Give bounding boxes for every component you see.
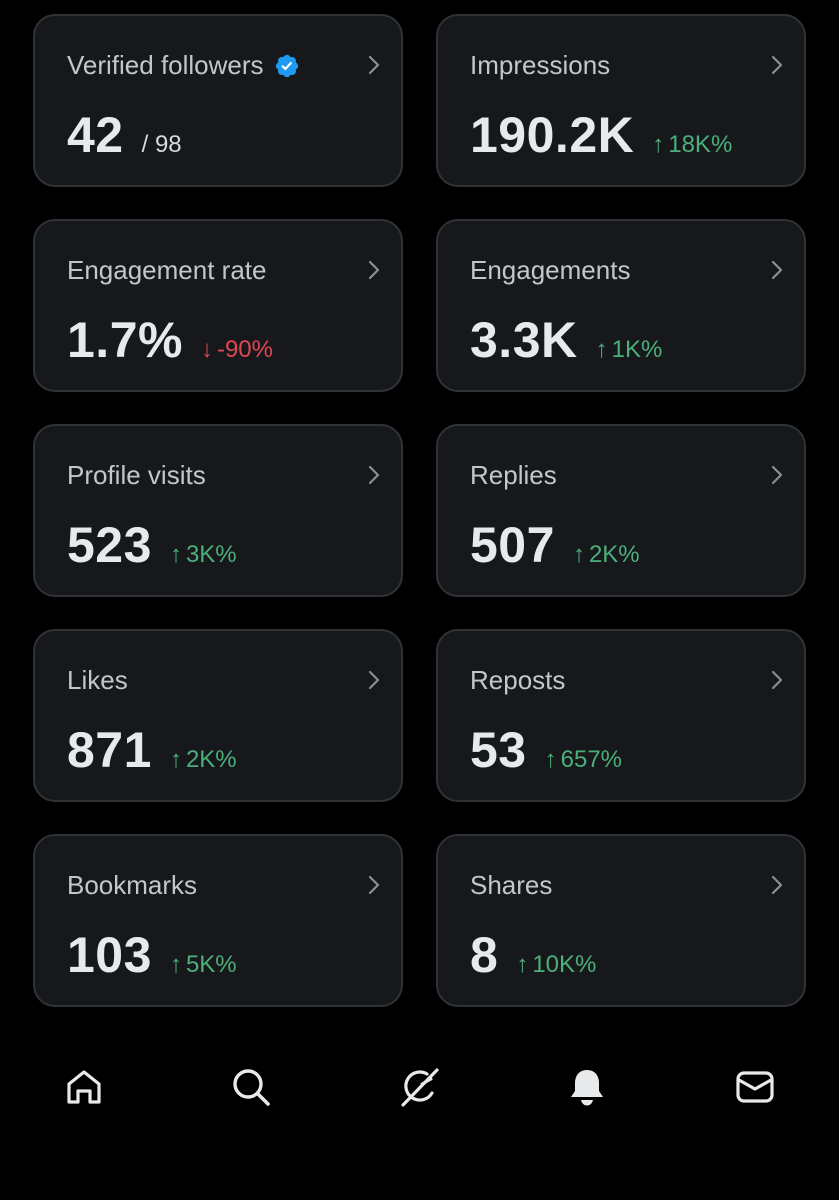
- chevron-right-icon: [368, 465, 380, 485]
- chevron-right-icon: [771, 670, 783, 690]
- metric-value: 53: [470, 722, 527, 778]
- card-bookmarks[interactable]: Bookmarks 103 ↑ 5K%: [33, 834, 403, 1007]
- delta-value: 2K%: [588, 541, 640, 568]
- nav-grok[interactable]: [394, 1062, 444, 1112]
- card-title-row: Verified followers: [67, 50, 300, 81]
- value-row: 871 ↑ 2K%: [67, 721, 237, 779]
- card-verified-followers[interactable]: Verified followers 42 / 98: [33, 14, 403, 187]
- card-impressions[interactable]: Impressions 190.2K ↑ 18K%: [436, 14, 806, 187]
- card-replies[interactable]: Replies 507 ↑ 2K%: [436, 424, 806, 597]
- verified-badge-icon: [275, 54, 298, 77]
- card-engagement-rate[interactable]: Engagement rate 1.7% ↓ -90%: [33, 219, 403, 392]
- arrow-up-icon: ↑: [169, 746, 182, 773]
- value-row: 42 / 98: [67, 106, 182, 164]
- chevron-right-icon: [368, 55, 380, 75]
- metric-delta: ↑ 2K%: [573, 541, 640, 569]
- metric-delta: ↑ 1K%: [596, 336, 663, 364]
- metric-value: 3.3K: [470, 312, 578, 368]
- card-engagements[interactable]: Engagements 3.3K ↑ 1K%: [436, 219, 806, 392]
- metric-delta: ↑ 2K%: [170, 746, 237, 774]
- search-icon: [233, 1069, 270, 1106]
- arrow-up-icon: ↑: [652, 131, 665, 158]
- home-icon: [67, 1070, 101, 1104]
- metric-value: 103: [67, 927, 152, 983]
- nav-messages[interactable]: [730, 1062, 780, 1112]
- delta-value: 18K%: [668, 131, 733, 158]
- card-profile-visits[interactable]: Profile visits 523 ↑ 3K%: [33, 424, 403, 597]
- chevron-right-icon: [771, 55, 783, 75]
- delta-value: 3K%: [185, 541, 237, 568]
- delta-value: 2K%: [185, 746, 237, 773]
- arrow-up-icon: ↑: [169, 951, 182, 978]
- arrow-up-icon: ↑: [572, 541, 585, 568]
- card-title: Replies: [470, 460, 557, 490]
- metric-delta: ↑ 657%: [545, 746, 622, 774]
- value-row: 8 ↑ 10K%: [470, 926, 596, 984]
- card-title: Engagements: [470, 255, 631, 285]
- arrow-up-icon: ↑: [595, 336, 608, 363]
- arrow-up-icon: ↑: [169, 541, 182, 568]
- card-likes[interactable]: Likes 871 ↑ 2K%: [33, 629, 403, 802]
- value-row: 523 ↑ 3K%: [67, 516, 237, 574]
- delta-value: 5K%: [185, 951, 237, 978]
- metric-value: 523: [67, 517, 152, 573]
- metric-value: 871: [67, 722, 152, 778]
- metric-delta: ↑ 3K%: [170, 541, 237, 569]
- arrow-up-icon: ↑: [516, 951, 529, 978]
- chevron-right-icon: [771, 260, 783, 280]
- metric-value: 42: [67, 107, 124, 163]
- card-title: Verified followers: [67, 50, 264, 80]
- chevron-right-icon: [771, 875, 783, 895]
- card-title: Shares: [470, 870, 553, 900]
- nav-notifications[interactable]: [562, 1062, 612, 1112]
- metric-value: 1.7%: [67, 312, 183, 368]
- value-row: 507 ↑ 2K%: [470, 516, 640, 574]
- metric-total: / 98: [141, 131, 182, 158]
- grok-icon: [401, 1068, 439, 1107]
- card-title: Reposts: [470, 665, 566, 695]
- metric-delta: ↓ -90%: [201, 336, 273, 364]
- delta-value: 1K%: [611, 336, 663, 363]
- notifications-bell-icon: [571, 1070, 603, 1106]
- card-shares[interactable]: Shares 8 ↑ 10K%: [436, 834, 806, 1007]
- metric-delta: ↑ 10K%: [516, 951, 596, 979]
- value-row: 1.7% ↓ -90%: [67, 311, 273, 369]
- messages-mail-icon: [736, 1071, 774, 1103]
- metric-value: 190.2K: [470, 107, 635, 163]
- nav-search[interactable]: [226, 1062, 276, 1112]
- chevron-right-icon: [368, 670, 380, 690]
- metric-value: 507: [470, 517, 555, 573]
- value-row: 190.2K ↑ 18K%: [470, 106, 732, 164]
- card-reposts[interactable]: Reposts 53 ↑ 657%: [436, 629, 806, 802]
- nav-home[interactable]: [59, 1062, 109, 1112]
- metric-delta: ↑ 18K%: [652, 131, 732, 159]
- value-row: 3.3K ↑ 1K%: [470, 311, 662, 369]
- card-title: Likes: [67, 665, 128, 695]
- delta-value: 657%: [560, 746, 623, 773]
- chevron-right-icon: [368, 260, 380, 280]
- card-title: Impressions: [470, 50, 611, 80]
- metric-delta: ↑ 5K%: [170, 951, 237, 979]
- analytics-grid: Verified followers 42 / 98 Impressions 1…: [33, 14, 806, 1007]
- chevron-right-icon: [771, 465, 783, 485]
- value-row: 103 ↑ 5K%: [67, 926, 237, 984]
- arrow-up-icon: ↑: [544, 746, 557, 773]
- delta-value: -90%: [216, 336, 273, 363]
- bottom-nav: [0, 1040, 839, 1130]
- delta-value: 10K%: [532, 951, 597, 978]
- card-title: Profile visits: [67, 460, 206, 490]
- value-row: 53 ↑ 657%: [470, 721, 622, 779]
- card-title: Bookmarks: [67, 870, 198, 900]
- chevron-right-icon: [368, 875, 380, 895]
- arrow-down-icon: ↓: [200, 336, 213, 363]
- metric-value: 8: [470, 927, 499, 983]
- card-title: Engagement rate: [67, 255, 267, 285]
